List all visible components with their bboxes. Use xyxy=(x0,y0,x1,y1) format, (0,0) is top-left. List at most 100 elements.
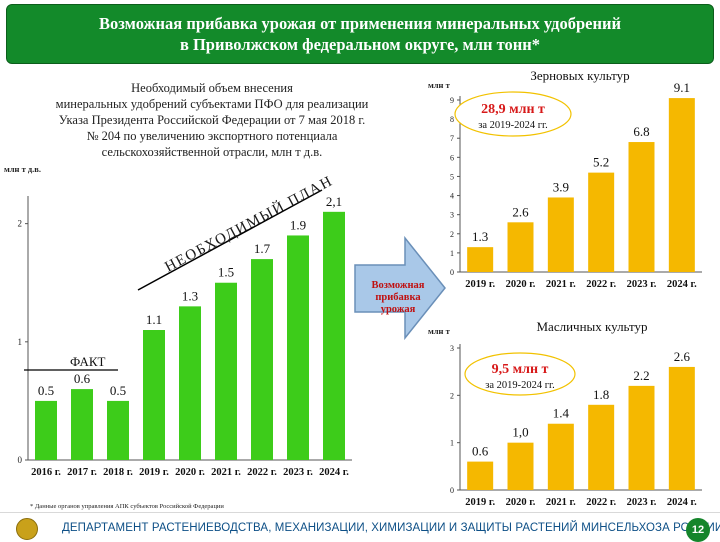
left-chart-category-label: 2017 г. xyxy=(67,467,97,478)
oilseed-chart-value-label: 2.6 xyxy=(674,349,691,364)
grain-chart-bar xyxy=(507,222,534,272)
left-chart-value-label: 0.5 xyxy=(110,383,126,398)
oilseed-chart-title: Масличных культур xyxy=(536,319,647,334)
grain-chart-y-tick-label: 8 xyxy=(450,115,454,124)
left-chart-value-label: 1.9 xyxy=(290,217,306,232)
oilseed-chart-y-tick-label: 0 xyxy=(450,486,454,495)
left-chart-category-label: 2023 г. xyxy=(283,467,313,478)
slide-header: Возможная прибавка урожая от применения … xyxy=(6,4,714,64)
oilseed-chart-value-label: 0.6 xyxy=(472,444,489,459)
left-chart-value-label: 1.1 xyxy=(146,312,162,327)
left-chart-bar xyxy=(287,235,309,460)
left-chart-description: Необходимый объем внесения минеральных у… xyxy=(56,81,369,159)
oilseed-chart-bar xyxy=(668,366,695,490)
arrow-label-line-1: Возможная xyxy=(372,280,425,291)
left-chart-value-label: 0.6 xyxy=(74,371,91,386)
grain-chart-y-tick-label: 3 xyxy=(450,211,454,220)
grain-chart-category-label: 2021 г. xyxy=(546,279,576,290)
oilseed-total-value: 9,5 млн т xyxy=(492,362,549,377)
oilseed-chart-y-tick-label: 3 xyxy=(450,344,454,353)
grain-chart-y-tick-label: 5 xyxy=(450,172,454,181)
arrow-label-line-3: урожая xyxy=(381,304,416,315)
left-chart-category-label: 2021 г. xyxy=(211,467,241,478)
oilseed-chart-y-axis-label: млн т xyxy=(428,326,451,336)
description-line-5: сельскохозяйственной отрасли, млн т д.в. xyxy=(102,145,323,159)
left-chart-bar xyxy=(71,389,93,460)
oilseed-chart-category-label: 2024 г. xyxy=(667,497,697,508)
oilseed-chart-bar xyxy=(467,461,494,490)
left-chart-bar xyxy=(179,306,201,460)
oilseed-chart-bar xyxy=(547,423,574,490)
grain-chart-value-label: 1.3 xyxy=(472,229,488,244)
description-line-2: минеральных удобрений субъектами ПФО для… xyxy=(56,97,369,111)
left-chart-y-tick-label: 1 xyxy=(18,337,23,347)
left-chart-bar xyxy=(251,259,273,460)
left-chart-category-label: 2020 г. xyxy=(175,467,205,478)
grain-chart-category-label: 2020 г. xyxy=(506,279,536,290)
gain-arrow xyxy=(354,235,446,341)
left-chart-value-label: 1.5 xyxy=(218,265,234,280)
oilseed-chart-category-label: 2020 г. xyxy=(506,497,536,508)
grain-chart-value-label: 3.9 xyxy=(553,179,569,194)
grain-chart-y-tick-label: 9 xyxy=(450,96,454,105)
left-chart-category-label: 2022 г. xyxy=(247,467,277,478)
fact-label: ФАКТ xyxy=(70,354,106,369)
oilseed-chart-category-label: 2022 г. xyxy=(586,497,616,508)
grain-chart-y-tick-label: 6 xyxy=(450,153,454,162)
grain-chart-category-label: 2024 г. xyxy=(667,279,697,290)
oilseed-chart-value-label: 2.2 xyxy=(633,368,649,383)
page-number-badge: 12 xyxy=(686,518,710,542)
grain-chart: 0 1 2 3 4 5 6 7 8 9 млн т Зерновых культур 1.3 2019 г… xyxy=(428,68,702,290)
grain-chart-bar xyxy=(547,197,574,272)
left-chart-bar xyxy=(35,400,57,460)
oilseed-chart-bar xyxy=(628,385,655,490)
left-chart-bar xyxy=(323,211,345,460)
header-title-line2: в Приволжском федеральном округе, млн то… xyxy=(179,35,541,54)
plan-trend-line xyxy=(137,189,323,291)
arrow-label-line-2: прибавка xyxy=(375,292,421,303)
grain-chart-bar xyxy=(668,98,695,272)
oilseed-chart: 0 1 2 3 млн т Масличных культур 0.6 2019 г. 1,0 2… xyxy=(428,319,702,508)
left-chart-value-label: 1.3 xyxy=(182,288,198,303)
grain-chart-bar xyxy=(467,247,494,272)
charts-canvas: Необходимый объем внесения минеральных у… xyxy=(4,68,702,510)
oilseed-chart-category-label: 2023 г. xyxy=(627,497,657,508)
plan-label: НЕОБХОДИМЫЙ ПЛАН xyxy=(162,172,336,275)
footer-department: ДЕПАРТАМЕНТ РАСТЕНИЕВОДСТВА, МЕХАНИЗАЦИИ… xyxy=(62,522,720,534)
left-chart: 0 1 2 млн т д.в. 0.5 2016 г. 0.6 2017 г. 0.5 2018… xyxy=(4,164,352,478)
left-chart-y-tick-label: 2 xyxy=(18,219,23,229)
left-chart-value-label: 2,1 xyxy=(326,194,342,209)
grain-chart-y-tick-label: 7 xyxy=(450,134,454,143)
arrow-label: Возможная прибавка урожая xyxy=(372,280,425,315)
oilseed-chart-bar xyxy=(588,404,615,490)
oilseed-chart-y-tick-label: 1 xyxy=(450,439,454,448)
oilseed-chart-category-label: 2019 г. xyxy=(465,497,495,508)
grain-chart-value-label: 9.1 xyxy=(674,80,690,95)
oilseed-chart-bar xyxy=(507,442,534,490)
description-line-3: Указа Президента Российской Федерации от… xyxy=(59,113,365,127)
grain-chart-y-axis-label: млн т xyxy=(428,80,451,90)
footnote: * Данные органов управления АПК субъекто… xyxy=(30,503,224,510)
left-chart-category-label: 2024 г. xyxy=(319,467,349,478)
grain-chart-y-tick-label: 4 xyxy=(450,192,454,201)
oilseed-total-annotation: 9,5 млн т за 2019-2024 гг. xyxy=(464,352,576,396)
left-chart-y-axis-label: млн т д.в. xyxy=(4,164,41,174)
grain-chart-value-label: 2.6 xyxy=(512,204,529,219)
grain-chart-bar xyxy=(628,142,655,272)
left-chart-value-label: 0.5 xyxy=(38,383,54,398)
grain-total-value: 28,9 млн т xyxy=(481,102,545,117)
left-chart-category-label: 2018 г. xyxy=(103,467,133,478)
left-chart-bar xyxy=(215,282,237,460)
description-line-4: № 204 по увеличению экспортного потенциа… xyxy=(87,129,338,143)
oilseed-total-period: за 2019-2024 гг. xyxy=(485,380,555,391)
grain-chart-y-tick-label: 1 xyxy=(450,249,454,258)
oilseed-chart-value-label: 1,0 xyxy=(512,425,528,440)
grain-chart-category-label: 2023 г. xyxy=(627,279,657,290)
left-chart-category-label: 2019 г. xyxy=(139,467,169,478)
left-chart-y-tick-label: 0 xyxy=(18,455,23,465)
grain-chart-value-label: 5.2 xyxy=(593,155,609,170)
left-chart-category-label: 2016 г. xyxy=(31,467,61,478)
oilseed-chart-value-label: 1.8 xyxy=(593,387,609,402)
grain-chart-title: Зерновых культур xyxy=(530,68,629,83)
oilseed-chart-category-label: 2021 г. xyxy=(546,497,576,508)
